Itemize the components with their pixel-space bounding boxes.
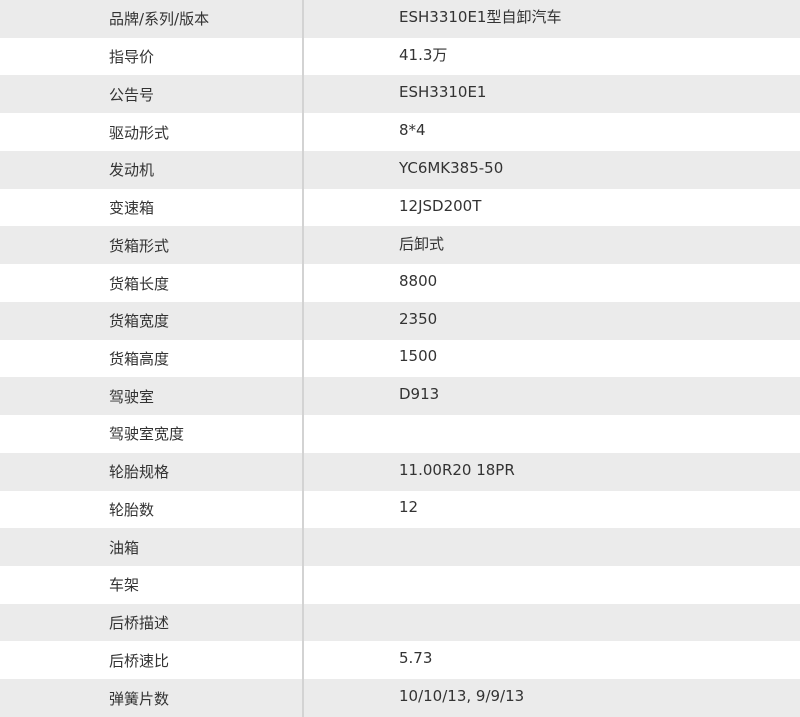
- spec-label: 货箱形式: [109, 236, 170, 255]
- spec-row: 驾驶室宽度: [0, 415, 800, 453]
- spec-label: 驱动形式: [109, 123, 170, 142]
- spec-label: 公告号: [109, 85, 155, 104]
- spec-label: 货箱长度: [109, 274, 170, 293]
- spec-row: 发动机 YC6MK385-50: [0, 150, 800, 189]
- spec-label: 品牌/系列/版本: [109, 10, 210, 29]
- spec-value: 11.00R20 18PR: [399, 460, 515, 479]
- spec-label: 后桥速比: [109, 651, 170, 670]
- spec-row: 变速箱 12JSD200T: [0, 189, 800, 227]
- spec-value: D913: [399, 385, 440, 404]
- spec-value: 8*4: [399, 121, 426, 140]
- spec-row: 油箱: [0, 528, 800, 567]
- spec-value: ESH3310E1: [399, 83, 487, 102]
- spec-label: 轮胎数: [109, 500, 155, 519]
- spec-row: 货箱高度 1500: [0, 340, 800, 378]
- spec-label: 驾驶室: [109, 387, 155, 406]
- spec-value: ESH3310E1型自卸汽车: [399, 8, 562, 27]
- spec-row: 货箱形式 后卸式: [0, 226, 800, 265]
- spec-value: 12JSD200T: [399, 196, 482, 215]
- spec-label: 驾驶室宽度: [109, 425, 185, 444]
- spec-row: 轮胎规格 11.00R20 18PR: [0, 452, 800, 491]
- spec-label: 货箱高度: [109, 349, 170, 368]
- spec-value: 8800: [399, 272, 438, 290]
- spec-label: 发动机: [109, 161, 155, 180]
- spec-value: 41.3万: [399, 46, 448, 65]
- spec-label: 变速箱: [109, 199, 155, 218]
- spec-row: 后桥速比 5.73: [0, 641, 800, 679]
- spec-value: 1500: [399, 347, 438, 366]
- spec-row: 驾驶室 D913: [0, 377, 800, 416]
- spec-row: 轮胎数 12: [0, 491, 800, 529]
- spec-row: 公告号 ESH3310E1: [0, 75, 800, 114]
- spec-value: 5.73: [399, 649, 433, 668]
- column-divider: [302, 0, 304, 717]
- spec-label: 货箱宽度: [109, 312, 170, 331]
- spec-row: 货箱宽度 2350: [0, 301, 800, 340]
- spec-label: 指导价: [109, 48, 155, 67]
- spec-row: 指导价 41.3万: [0, 38, 800, 76]
- spec-row: 品牌/系列/版本 ESH3310E1型自卸汽车: [0, 0, 800, 38]
- spec-row: 车架: [0, 566, 800, 604]
- spec-label: 后桥描述: [109, 614, 170, 633]
- spec-row: 货箱长度 8800: [0, 264, 800, 302]
- spec-label: 弹簧片数: [109, 689, 170, 708]
- spec-value: 12: [399, 498, 419, 517]
- spec-label: 车架: [109, 576, 140, 595]
- spec-row: 弹簧片数 10/10/13, 9/9/13: [0, 679, 800, 717]
- spec-row: 驱动形式 8*4: [0, 113, 800, 151]
- spec-label: 油箱: [109, 538, 140, 557]
- spec-row: 后桥描述: [0, 603, 800, 642]
- spec-value: YC6MK385-50: [399, 158, 504, 177]
- spec-label: 轮胎规格: [109, 463, 170, 482]
- spec-value: 10/10/13, 9/9/13: [399, 687, 525, 706]
- spec-value: 2350: [399, 309, 438, 328]
- spec-value: 后卸式: [399, 234, 445, 253]
